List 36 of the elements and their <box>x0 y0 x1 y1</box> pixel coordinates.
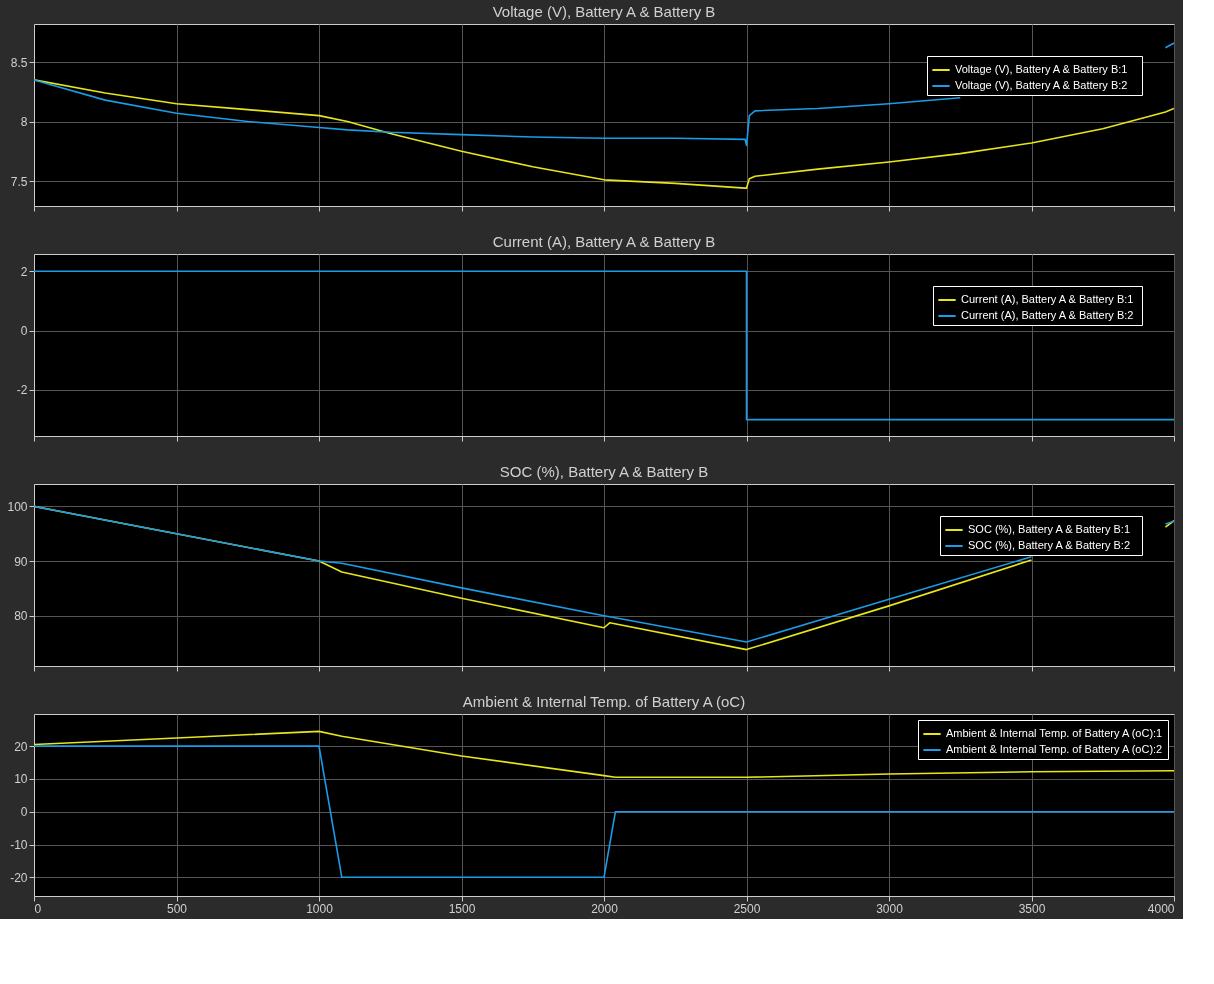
y-tick-label: 8 <box>20 115 28 130</box>
y-tick-label: 2 <box>20 264 28 279</box>
legend-label: Current (A), Battery A & Battery B:2 <box>961 309 1134 321</box>
legend-label: Ambient & Internal Temp. of Battery A (oC):1 <box>946 727 1163 739</box>
chart-title: Current (A), Battery A & Battery B <box>492 233 716 250</box>
x-tick-label: 0 <box>34 901 42 916</box>
y-tick-label: 90 <box>14 554 28 569</box>
y-tick-label: 0 <box>20 805 28 820</box>
chart-title: Ambient & Internal Temp. of Battery A (oC) <box>462 693 746 710</box>
legend-label: Voltage (V), Battery A & Battery B:2 <box>955 79 1128 91</box>
legend-label: Current (A), Battery A & Battery B:1 <box>961 293 1134 305</box>
y-tick-label: 10 <box>14 772 28 787</box>
x-tick-label: 2500 <box>733 901 761 916</box>
legend-label: Voltage (V), Battery A & Battery B:1 <box>955 63 1128 75</box>
x-tick-label: 1500 <box>448 901 476 916</box>
y-tick-label: -2 <box>16 383 28 398</box>
x-tick-label: 1000 <box>306 901 334 916</box>
y-tick-label: -10 <box>10 838 28 853</box>
y-tick-label: 0 <box>20 324 28 339</box>
x-tick-label: 4000 <box>1147 901 1175 916</box>
y-tick-label: -20 <box>10 870 28 885</box>
x-tick-label: 3000 <box>876 901 904 916</box>
x-tick-label: 2000 <box>591 901 619 916</box>
legend-label: Ambient & Internal Temp. of Battery A (oC):2 <box>946 743 1163 755</box>
chart-title: SOC (%), Battery A & Battery B <box>499 463 709 480</box>
line-series <box>34 730 1174 779</box>
y-tick-label: 8.5 <box>10 55 28 70</box>
x-tick-label: 3500 <box>1018 901 1046 916</box>
chart-title: Voltage (V), Battery A & Battery B <box>492 3 716 20</box>
legend-label: SOC (%), Battery A & Battery B:1 <box>968 523 1131 535</box>
y-tick-label: 7.5 <box>10 174 28 189</box>
y-tick-label: 20 <box>14 739 28 754</box>
legend-label: SOC (%), Battery A & Battery B:2 <box>968 539 1131 551</box>
x-tick-label: 500 <box>166 901 188 916</box>
y-tick-label: 100 <box>7 499 28 514</box>
y-tick-label: 80 <box>14 609 28 624</box>
